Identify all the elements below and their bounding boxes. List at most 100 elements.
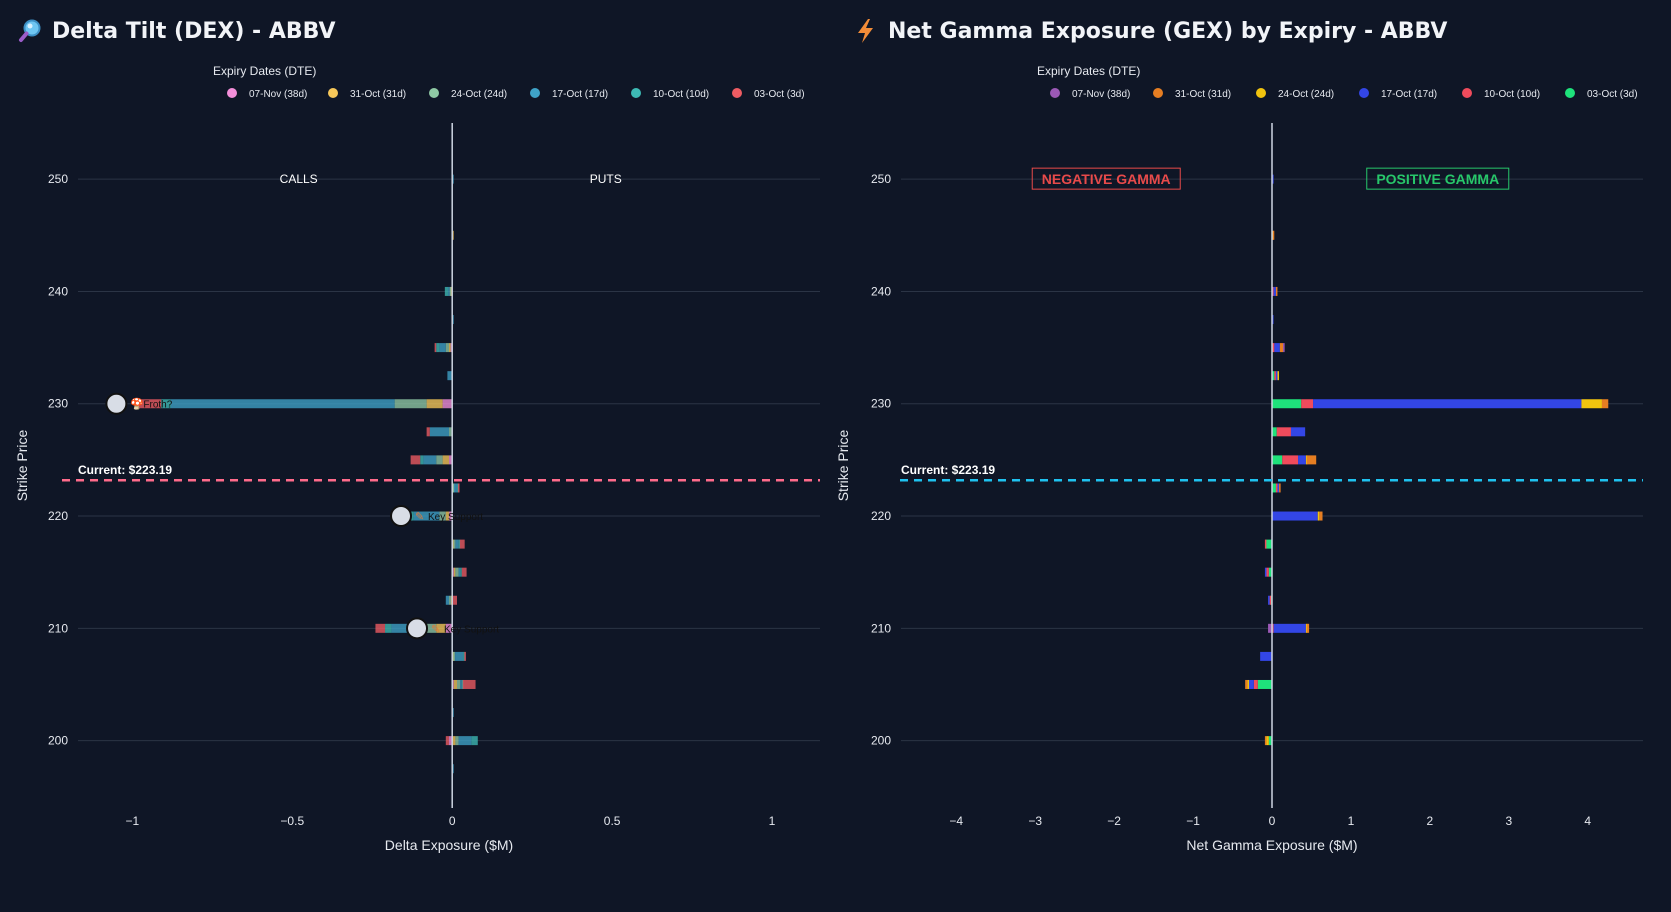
bar-segment bbox=[429, 427, 449, 437]
bar-segment bbox=[462, 679, 476, 689]
x-tick-label: 1 bbox=[1348, 814, 1355, 828]
legend-label: 31-Oct (31d) bbox=[350, 89, 406, 100]
y-tick-label: 240 bbox=[871, 284, 891, 298]
legend-label: 03-Oct (3d) bbox=[754, 89, 805, 100]
bar-segment bbox=[455, 539, 459, 549]
x-tick-label: −1 bbox=[126, 814, 140, 828]
bar-segment bbox=[1319, 511, 1323, 521]
bar-segment bbox=[1269, 595, 1272, 605]
legend-marker bbox=[429, 88, 439, 98]
bar-segment bbox=[447, 371, 453, 381]
marker-emoji: ✎ bbox=[415, 511, 424, 523]
legend-label: 03-Oct (3d) bbox=[1587, 89, 1638, 100]
marker-circle bbox=[105, 392, 128, 415]
bar-segment bbox=[1270, 595, 1272, 605]
bar-segment bbox=[1279, 343, 1284, 353]
marker-circle bbox=[406, 617, 429, 640]
bar-segment bbox=[456, 483, 459, 493]
bar-segment bbox=[460, 679, 462, 689]
legend-marker bbox=[1153, 88, 1163, 98]
bar-segment bbox=[426, 399, 443, 409]
marker-label: Froth? bbox=[143, 400, 172, 411]
marker-label: Key Support bbox=[444, 624, 499, 635]
legend-marker bbox=[1256, 88, 1266, 98]
bar-segment bbox=[1275, 371, 1278, 381]
bar-segment bbox=[445, 511, 449, 521]
bar-segment bbox=[410, 455, 421, 465]
x-axis-title: Net Gamma Exposure ($M) bbox=[1186, 837, 1357, 853]
bar-segment bbox=[449, 343, 451, 353]
bar-segment bbox=[452, 736, 456, 746]
legend-title: Expiry Dates (DTE) bbox=[1037, 64, 1140, 78]
bar-segment bbox=[1272, 427, 1277, 437]
bar-segment bbox=[449, 595, 451, 605]
x-tick-label: −2 bbox=[1107, 814, 1121, 828]
marker-label: Key Support bbox=[428, 512, 483, 523]
bar-segment bbox=[420, 455, 424, 465]
bar-segment bbox=[457, 483, 460, 493]
legend-marker bbox=[631, 88, 641, 98]
bar-segment bbox=[453, 679, 457, 689]
y-tick-label: 200 bbox=[871, 734, 891, 748]
y-tick-label: 240 bbox=[48, 284, 68, 298]
bar-segment bbox=[471, 736, 478, 746]
bar-segment bbox=[1301, 399, 1314, 409]
bar-segment bbox=[170, 399, 395, 409]
bar-segment bbox=[423, 623, 437, 633]
bar-segment bbox=[1266, 567, 1269, 577]
bar-segment bbox=[449, 427, 453, 437]
bar-segment bbox=[460, 567, 462, 577]
bar-segment bbox=[450, 343, 453, 353]
bar-segment bbox=[1276, 427, 1291, 437]
bar-segment bbox=[1264, 539, 1267, 549]
marker-circle bbox=[390, 505, 413, 528]
bar-segment bbox=[445, 623, 453, 633]
bar-segment bbox=[375, 623, 386, 633]
current-price-label: Current: $223.19 bbox=[78, 463, 172, 477]
bar-segment bbox=[1272, 174, 1274, 184]
bar-segment bbox=[1317, 511, 1320, 521]
gex-panel: Net Gamma Exposure (GEX) by Expiry - ABB… bbox=[836, 0, 1671, 912]
bar-segment bbox=[436, 455, 443, 465]
bar-segment bbox=[439, 511, 446, 521]
bar-segment bbox=[1290, 427, 1306, 437]
legend-marker bbox=[530, 88, 540, 98]
bar-segment bbox=[455, 567, 459, 577]
bar-segment bbox=[1272, 455, 1283, 465]
y-tick-label: 200 bbox=[48, 734, 68, 748]
dex-title: Delta Tilt (DEX) - ABBV bbox=[18, 18, 336, 44]
positive-gamma-box bbox=[1366, 167, 1510, 190]
positive-gamma-label: POSITIVE GAMMA bbox=[1376, 171, 1499, 187]
bar-segment bbox=[453, 567, 456, 577]
bar-segment bbox=[449, 511, 453, 521]
bar-segment bbox=[1268, 736, 1272, 746]
bar-segment bbox=[1257, 679, 1272, 689]
legend-marker bbox=[1050, 88, 1060, 98]
bar-segment bbox=[452, 679, 454, 689]
lightning-icon bbox=[854, 18, 878, 44]
x-tick-label: −0.5 bbox=[280, 814, 304, 828]
bar-segment bbox=[1277, 371, 1280, 381]
bar-segment bbox=[455, 651, 464, 661]
marker-emoji: 🍄 bbox=[130, 398, 144, 411]
bar-segment bbox=[458, 567, 461, 577]
bar-segment bbox=[458, 539, 461, 549]
bar-segment bbox=[456, 679, 461, 689]
bar-segment bbox=[135, 399, 162, 409]
bar-segment bbox=[445, 736, 449, 746]
legend-marker bbox=[732, 88, 742, 98]
x-tick-label: −4 bbox=[949, 814, 963, 828]
bar-segment bbox=[1581, 399, 1602, 409]
bar-segment bbox=[1272, 623, 1274, 633]
bar-segment bbox=[445, 595, 449, 605]
bar-segment bbox=[436, 623, 446, 633]
bar-segment bbox=[1268, 567, 1272, 577]
magnifier-icon bbox=[18, 18, 42, 44]
bar-segment bbox=[461, 679, 464, 689]
bar-segment bbox=[464, 651, 466, 661]
bar-segment bbox=[439, 343, 446, 353]
bar-segment bbox=[1601, 399, 1609, 409]
bar-segment bbox=[1273, 286, 1276, 296]
dex-title-text: Delta Tilt (DEX) - ABBV bbox=[52, 18, 336, 44]
legend-marker bbox=[227, 88, 237, 98]
